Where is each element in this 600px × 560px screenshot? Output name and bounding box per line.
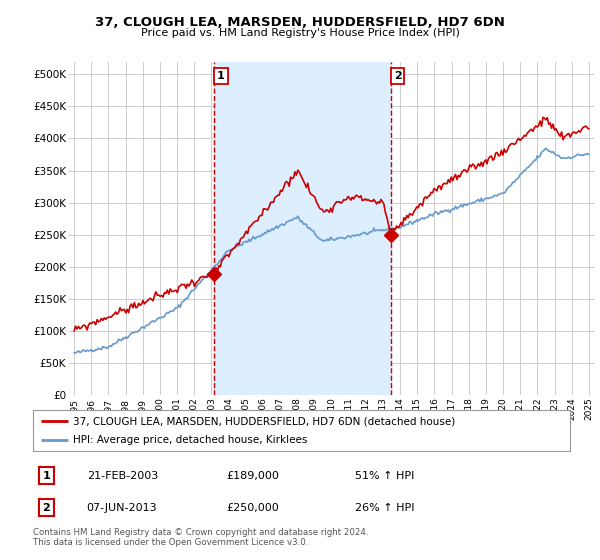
Text: 1: 1 bbox=[217, 71, 225, 81]
Text: 21-FEB-2003: 21-FEB-2003 bbox=[87, 470, 158, 480]
Text: 37, CLOUGH LEA, MARSDEN, HUDDERSFIELD, HD7 6DN (detached house): 37, CLOUGH LEA, MARSDEN, HUDDERSFIELD, H… bbox=[73, 417, 455, 426]
Text: 2: 2 bbox=[394, 71, 402, 81]
Text: HPI: Average price, detached house, Kirklees: HPI: Average price, detached house, Kirk… bbox=[73, 435, 308, 445]
Text: 07-JUN-2013: 07-JUN-2013 bbox=[87, 503, 157, 513]
Text: 1: 1 bbox=[43, 470, 50, 480]
Text: £189,000: £189,000 bbox=[226, 470, 279, 480]
Text: 2: 2 bbox=[43, 503, 50, 513]
Text: Price paid vs. HM Land Registry's House Price Index (HPI): Price paid vs. HM Land Registry's House … bbox=[140, 28, 460, 38]
Text: 37, CLOUGH LEA, MARSDEN, HUDDERSFIELD, HD7 6DN: 37, CLOUGH LEA, MARSDEN, HUDDERSFIELD, H… bbox=[95, 16, 505, 29]
Text: Contains HM Land Registry data © Crown copyright and database right 2024.
This d: Contains HM Land Registry data © Crown c… bbox=[33, 528, 368, 547]
Text: 26% ↑ HPI: 26% ↑ HPI bbox=[355, 503, 415, 513]
Text: 51% ↑ HPI: 51% ↑ HPI bbox=[355, 470, 415, 480]
Text: £250,000: £250,000 bbox=[226, 503, 279, 513]
Bar bbox=[214, 62, 391, 395]
